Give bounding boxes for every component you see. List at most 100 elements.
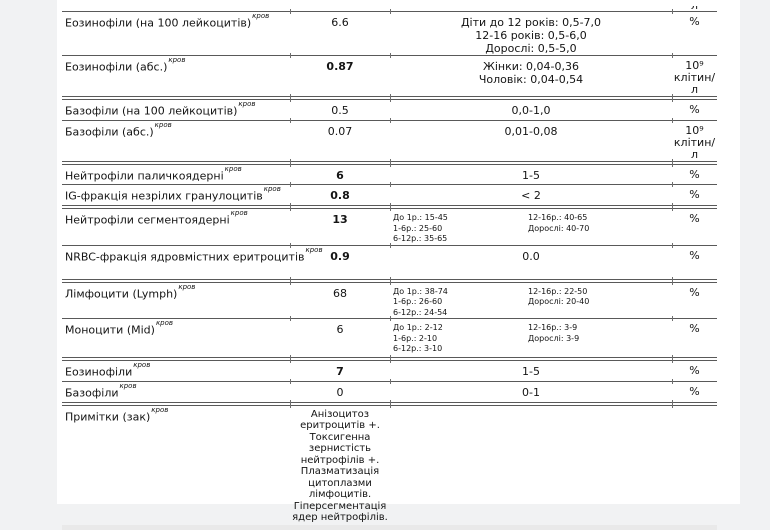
specimen-superscript: кров bbox=[154, 120, 172, 129]
table-border bbox=[62, 316, 717, 322]
table-border bbox=[62, 358, 717, 364]
reference-range: До 1р.: 15-45 1-6р.: 25-60 6-12р.: 35-65… bbox=[390, 209, 672, 245]
reference-age-left: До 1р.: 38-74 1-6р.: 26-60 6-12р.: 24-54 bbox=[393, 286, 448, 317]
result-value: 0.9 bbox=[330, 249, 350, 263]
reference-range: Жінки: 0,04-0,36 Чоловік: 0,04-0,54 bbox=[478, 60, 584, 86]
result-notes: Анізоцитоз еритроцитів +. Токсигенна зер… bbox=[292, 408, 388, 524]
unit: % bbox=[689, 188, 700, 202]
reference-age-right: 12-16р.: 3-9 Дорослі: 3-9 bbox=[528, 323, 580, 343]
table-border bbox=[62, 158, 717, 164]
lab-result-row: IG-фракція незрілих гранулоцитівкров 0.8… bbox=[62, 185, 717, 205]
analyte-name: Базофіли (на 100 лейкоцитів) bbox=[65, 104, 238, 118]
table-border bbox=[62, 161, 717, 167]
specimen-superscript: кров bbox=[238, 100, 256, 108]
lab-result-row: NRBC-фракція ядровмістних еритроцитівкро… bbox=[62, 246, 717, 279]
analyte-name: Еозинофіли bbox=[65, 365, 133, 379]
lab-result-row: Еозинофіли (на 100 лейкоцитів)кров 6.6 Д… bbox=[62, 12, 717, 55]
reference-range: 1-5 bbox=[522, 168, 540, 182]
analyte-name: Моноцити (Mid) bbox=[65, 323, 155, 337]
reference-range: До 1р.: 38-74 1-6р.: 26-60 6-12р.: 24-54… bbox=[390, 283, 672, 319]
unit: % bbox=[689, 15, 700, 28]
specimen-superscript: кров bbox=[133, 361, 151, 370]
analyte-name: Еозинофіли (абс.) bbox=[65, 60, 168, 74]
unit: % bbox=[689, 212, 700, 226]
table-border bbox=[62, 53, 717, 58]
lab-results-table: л Еозинофіли (на 100 лейкоцитів)кров 6.6… bbox=[62, 6, 717, 530]
specimen-superscript: кров bbox=[252, 12, 270, 20]
unit: % bbox=[689, 167, 700, 181]
unit: 10⁹ клітин/ л bbox=[673, 59, 716, 96]
reference-range: 0,0-1,0 bbox=[511, 104, 551, 117]
lab-result-row: Нейтрофіли паличкоядернікров 6 1-5 % bbox=[62, 165, 717, 185]
reference-range bbox=[390, 406, 672, 524]
reference-range: Діти до 12 років: 0,5-7,0 12-16 років: 0… bbox=[460, 16, 602, 55]
result-value: 6 bbox=[336, 168, 344, 182]
analyte-name: Нейтрофіли паличкоядерні bbox=[65, 169, 224, 183]
analyte-name: IG-фракція незрілих гранулоцитів bbox=[65, 189, 263, 203]
reference-age-left: До 1р.: 2-12 1-6р.: 2-10 6-12р.: 3-10 bbox=[393, 323, 443, 354]
lab-result-row: Еозинофіликров 7 1-5 % bbox=[62, 361, 717, 381]
specimen-superscript: кров bbox=[119, 381, 137, 390]
horizontal-scrollbar-track[interactable] bbox=[62, 524, 717, 530]
result-value: 0.87 bbox=[326, 60, 354, 73]
lab-result-row: Базофіли (на 100 лейкоцитів)кров 0.5 0,0… bbox=[62, 100, 717, 120]
reference-range: < 2 bbox=[521, 189, 541, 203]
analyte-name: Базофіли bbox=[65, 386, 119, 400]
reference-range: 0.0 bbox=[522, 249, 540, 263]
result-value: 6.6 bbox=[331, 16, 349, 29]
specimen-superscript: кров bbox=[155, 319, 174, 328]
unit bbox=[672, 406, 717, 524]
reference-age-right: 12-16р.: 40-65 Дорослі: 40-70 bbox=[528, 213, 590, 233]
table-border bbox=[62, 206, 717, 212]
lab-result-row: Моноцити (Mid)кров 6 До 1р.: 2-12 1-6р.:… bbox=[62, 319, 717, 357]
clipped-previous-row: л bbox=[62, 6, 717, 11]
table-border bbox=[62, 94, 717, 99]
table-border bbox=[62, 276, 717, 282]
specimen-superscript: кров bbox=[178, 282, 196, 291]
specimen-superscript: кров bbox=[305, 245, 323, 254]
reference-range: 0,01-0,08 bbox=[504, 124, 558, 138]
analyte-name: Нейтрофіли сегментоядерні bbox=[65, 213, 230, 227]
result-value: 6 bbox=[336, 323, 344, 337]
result-value: 13 bbox=[332, 213, 348, 227]
table-border bbox=[62, 182, 717, 188]
table-border bbox=[62, 117, 717, 123]
analyte-name: Лімфоцити (Lymph) bbox=[65, 287, 178, 301]
unit: % bbox=[689, 285, 700, 299]
unit: % bbox=[689, 103, 700, 116]
unit: % bbox=[689, 248, 700, 262]
table-border bbox=[62, 355, 717, 361]
lab-result-row: Базофіликров 0 0-1 % bbox=[62, 382, 717, 402]
analyte-name: Примітки (зак) bbox=[65, 410, 151, 424]
unit: % bbox=[689, 364, 700, 378]
specimen-superscript: кров bbox=[263, 185, 281, 194]
table-border bbox=[62, 402, 717, 408]
analyte-name: Базофіли (абс.) bbox=[65, 125, 154, 139]
reference-range: До 1р.: 2-12 1-6р.: 2-10 6-12р.: 3-10 12… bbox=[390, 319, 672, 357]
reference-range: 1-5 bbox=[522, 365, 540, 379]
unit: % bbox=[689, 384, 700, 398]
lab-result-row: Базофіли (абс.)кров 0.07 0,01-0,08 10⁹ к… bbox=[62, 121, 717, 161]
reference-range: 0-1 bbox=[522, 385, 540, 399]
analyte-name: NRBC-фракція ядровмістних еритроцитів bbox=[65, 250, 305, 264]
lab-result-row: Примітки (зак)кров Анізоцитоз еритроциті… bbox=[62, 406, 717, 524]
lab-result-row: Еозинофіли (абс.)кров 0.87 Жінки: 0,04-0… bbox=[62, 56, 717, 96]
report-page: л Еозинофіли (на 100 лейкоцитів)кров 6.6… bbox=[57, 0, 740, 530]
reference-age-right: 12-16р.: 22-50 Дорослі: 20-40 bbox=[528, 286, 590, 307]
table-border bbox=[62, 242, 717, 248]
lab-result-row: Нейтрофіли сегментоядернікров 13 До 1р.:… bbox=[62, 209, 717, 245]
specimen-superscript: кров bbox=[168, 56, 186, 64]
result-value: 0.8 bbox=[330, 189, 350, 203]
reference-age-left: До 1р.: 15-45 1-6р.: 25-60 6-12р.: 35-65 bbox=[393, 213, 448, 244]
result-value: 7 bbox=[336, 365, 344, 379]
table-border bbox=[62, 399, 717, 405]
clipped-unit: л bbox=[672, 6, 717, 11]
table-border bbox=[62, 378, 717, 384]
result-value: 68 bbox=[333, 286, 347, 300]
unit: % bbox=[689, 322, 700, 336]
table-border bbox=[62, 97, 717, 102]
specimen-superscript: кров bbox=[151, 405, 169, 414]
analyte-name: Еозинофіли (на 100 лейкоцитів) bbox=[65, 16, 252, 30]
table-border bbox=[62, 203, 717, 209]
table-border bbox=[62, 279, 717, 285]
